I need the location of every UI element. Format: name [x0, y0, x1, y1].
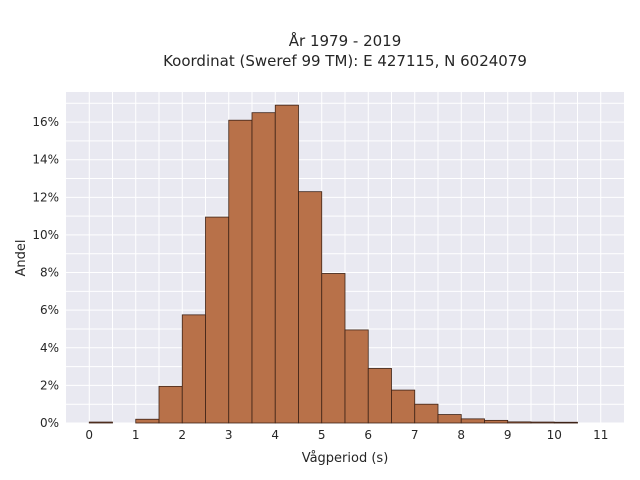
x-tick-label: 8: [457, 428, 465, 442]
y-tick-label: 10%: [32, 228, 59, 242]
histogram-bar: [553, 421, 578, 424]
x-tick-label: 11: [593, 428, 608, 442]
histogram-bar: [507, 421, 532, 424]
x-axis-label: Vågperiod (s): [302, 451, 389, 466]
histogram-bar: [135, 418, 160, 424]
x-tick-labels: 0 1 2 3 4 5 6 7 8 9 10 11: [85, 428, 608, 442]
y-tick-label: 6%: [40, 303, 59, 317]
histogram-bar: [298, 191, 323, 424]
y-tick-label: 4%: [40, 341, 59, 355]
histogram-bar: [205, 216, 230, 424]
x-tick-label: 7: [411, 428, 419, 442]
histogram-bar: [158, 385, 183, 424]
x-tick-label: 2: [178, 428, 186, 442]
y-tick-label: 16%: [32, 115, 59, 129]
histogram-bar: [88, 421, 113, 424]
x-tick-label: 4: [271, 428, 279, 442]
histogram-bar: [391, 389, 416, 424]
histogram-bar: [414, 403, 439, 424]
histogram-bar: [367, 368, 392, 424]
histogram-bar: [274, 104, 299, 424]
x-tick-label: 5: [318, 428, 326, 442]
histogram-bar: [484, 419, 509, 424]
chart-title-line1: År 1979 - 2019: [289, 31, 402, 50]
histogram-bar: [181, 314, 206, 424]
x-tick-label: 6: [364, 428, 372, 442]
y-tick-label: 0%: [40, 416, 59, 430]
x-tick-label: 3: [225, 428, 233, 442]
histogram-bar: [251, 112, 276, 424]
y-tick-labels: 0% 2% 4% 6% 8% 10% 12% 14% 16%: [32, 115, 59, 430]
y-tick-label: 8%: [40, 266, 59, 280]
chart-title-line2: Koordinat (Sweref 99 TM): E 427115, N 60…: [163, 52, 527, 70]
x-tick-label: 10: [547, 428, 562, 442]
histogram-bar: [460, 418, 485, 424]
bars: [88, 104, 578, 424]
y-tick-label: 14%: [32, 153, 59, 167]
x-tick-label: 0: [85, 428, 93, 442]
histogram-bar: [321, 273, 346, 424]
x-tick-label: 1: [132, 428, 140, 442]
histogram-bar: [228, 119, 253, 424]
y-tick-label: 12%: [32, 190, 59, 204]
y-axis-label: Andel: [14, 240, 29, 277]
histogram-bar: [530, 421, 555, 424]
x-tick-label: 9: [504, 428, 512, 442]
histogram-bar: [344, 329, 369, 424]
histogram-bar: [437, 414, 462, 424]
y-tick-label: 2%: [40, 378, 59, 392]
